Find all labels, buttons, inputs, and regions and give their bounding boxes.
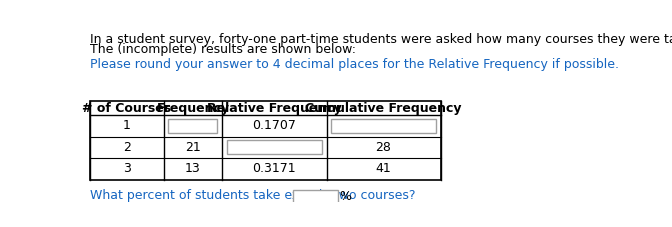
Text: 21: 21 (185, 141, 201, 154)
Text: 13: 13 (185, 163, 201, 175)
Text: Cumulative Frequency: Cumulative Frequency (305, 102, 462, 115)
Bar (226, 141, 322, 154)
Bar (169, 119, 217, 133)
Text: 28: 28 (376, 141, 392, 154)
Text: 2: 2 (123, 141, 131, 154)
Text: Relative Frequency: Relative Frequency (207, 102, 341, 115)
Bar (293, 190, 338, 203)
Text: 3: 3 (123, 163, 131, 175)
Text: 1: 1 (123, 119, 131, 132)
Bar (90, 101, 441, 180)
Text: The (incomplete) results are shown below:: The (incomplete) results are shown below… (90, 43, 356, 57)
Text: What percent of students take exactly two courses?: What percent of students take exactly tw… (90, 189, 416, 202)
Text: 0.3171: 0.3171 (253, 163, 296, 175)
Text: Frequency: Frequency (157, 102, 229, 115)
Bar (331, 119, 436, 133)
Text: # of Courses: # of Courses (83, 102, 171, 115)
Text: In a student survey, forty-one part-time students were asked how many courses th: In a student survey, forty-one part-time… (90, 33, 672, 46)
Text: 41: 41 (376, 163, 391, 175)
Text: 0.1707: 0.1707 (252, 119, 296, 132)
Text: %: % (340, 190, 351, 203)
Text: Please round your answer to 4 decimal places for the Relative Frequency if possi: Please round your answer to 4 decimal pl… (90, 58, 619, 71)
